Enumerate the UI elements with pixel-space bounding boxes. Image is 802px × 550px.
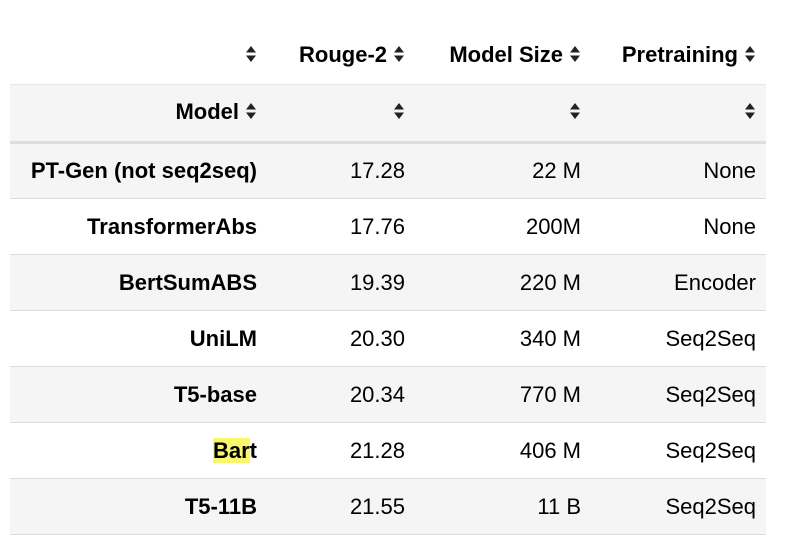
index-header-blank[interactable] [415,84,591,143]
cell-pretraining: Seq2Seq [665,325,756,351]
cell-rouge2: 21.28 [349,437,405,463]
row-model-name: T5-11B [184,493,257,519]
column-header-index[interactable] [10,28,267,85]
cell-model-size: 406 M [519,437,581,463]
column-header-row: Rouge-2 Model Size Pretraining [10,28,766,85]
row-model-name: TransformerAbs [87,213,257,239]
cell-model-size: 220 M [519,269,581,295]
table-row: T5-base 20.34 770 M Seq2Seq [10,366,766,423]
cell-model-size: 340 M [519,325,581,351]
cell-pretraining: Seq2Seq [665,437,756,463]
column-header-label: Pretraining [621,42,738,68]
row-model-name: T5-base [173,381,257,407]
column-header-label: Model Size [449,42,563,68]
sort-icon[interactable] [569,43,581,69]
index-header-blank[interactable] [591,84,766,143]
sort-icon[interactable] [569,100,581,126]
cell-rouge2: 19.39 [349,269,405,295]
table-row: Bart 21.28 406 M Seq2Seq [10,422,766,479]
column-header-label: Rouge-2 [299,42,387,68]
table-row: PT-Gen (not seq2seq) 17.28 22 M None [10,142,766,199]
model-comparison-table: Rouge-2 Model Size Pretraining Model PT-… [10,28,766,535]
sort-icon[interactable] [744,100,756,126]
row-model-name: Bart [212,437,257,463]
index-header-blank[interactable] [267,84,415,143]
sort-icon[interactable] [245,100,257,126]
cell-model-size: 11 B [537,493,581,519]
index-header-model[interactable]: Model [10,84,267,143]
column-header-pretraining[interactable]: Pretraining [591,28,766,85]
cell-pretraining: None [703,158,756,183]
cell-pretraining: None [703,213,756,239]
cell-rouge2: 17.76 [349,213,405,239]
cell-model-size: 770 M [519,381,581,407]
index-header-label: Model [175,99,239,125]
search-highlight: Bar [212,437,250,463]
sort-icon[interactable] [245,43,257,69]
cell-model-size: 22 M [532,158,581,183]
cell-model-size: 200M [525,213,581,239]
cell-pretraining: Encoder [674,269,756,295]
sort-icon[interactable] [393,43,405,69]
sort-icon[interactable] [744,43,756,69]
sort-icon[interactable] [393,100,405,126]
cell-rouge2: 21.55 [349,493,405,519]
row-model-name: PT-Gen (not seq2seq) [30,158,257,183]
row-model-name: UniLM [189,325,257,351]
cell-rouge2: 17.28 [349,158,405,183]
table-row: BertSumABS 19.39 220 M Encoder [10,254,766,311]
column-header-rouge2[interactable]: Rouge-2 [267,28,415,85]
table-row: T5-11B 21.55 11 B Seq2Seq [10,478,766,535]
table-row: UniLM 20.30 340 M Seq2Seq [10,310,766,367]
table-row: TransformerAbs 17.76 200M None [10,198,766,255]
cell-rouge2: 20.30 [349,325,405,351]
table-body: PT-Gen (not seq2seq) 17.28 22 M None Transfo… [10,142,766,535]
cell-rouge2: 20.34 [349,381,405,407]
column-header-model-size[interactable]: Model Size [415,28,591,85]
index-header-row: Model [10,84,766,143]
cell-pretraining: Seq2Seq [665,493,756,519]
cell-pretraining: Seq2Seq [665,381,756,407]
row-model-name: BertSumABS [118,269,257,295]
